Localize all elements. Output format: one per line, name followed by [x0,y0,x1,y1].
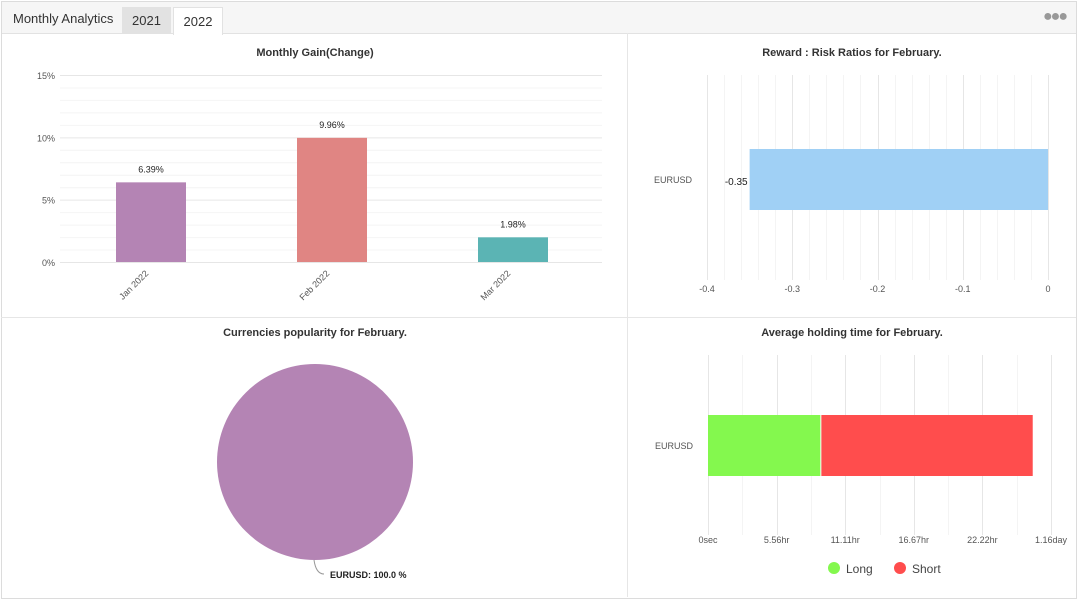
x-tick-label: 11.11hr [831,535,860,545]
x-tick-label: 16.67hr [899,535,930,545]
bar-long [708,415,821,476]
legend-label: Long [846,562,873,576]
x-tick-label: -0.3 [784,284,800,294]
x-tick-label: Jan 2022 [117,268,150,301]
x-tick-label: 22.22hr [967,535,998,545]
ellipsis-icon[interactable]: ●●● [1043,8,1068,25]
x-tick-label: -0.1 [955,284,971,294]
x-tick-label: 1.16day [1035,535,1068,545]
divider [1,317,1076,318]
legend-marker [894,562,906,574]
legend-label: Short [912,562,941,576]
data-label: 9.96% [319,120,345,130]
bar [297,137,367,262]
data-label: 1.98% [500,219,526,229]
y-tick-label: 5% [42,196,55,206]
x-tick-label: 5.56hr [764,535,790,545]
bar [478,237,548,262]
panel-title: Monthly Analytics [13,11,114,26]
y-tick-label: EURUSD [654,175,693,185]
y-tick-label: EURUSD [655,441,694,451]
x-tick-label: 0sec [698,535,718,545]
x-tick-label: -0.4 [699,284,715,294]
x-tick-label: 0 [1045,284,1050,294]
legend-marker [828,562,840,574]
tab-2022[interactable]: 2022 [173,7,223,35]
tab-2021[interactable]: 2021 [122,7,171,34]
x-tick-label: -0.2 [870,284,886,294]
divider [627,33,628,597]
data-label: 6.39% [138,164,164,174]
chart-title: Reward : Risk Ratios for February. [762,47,942,59]
x-tick-label: Feb 2022 [297,268,331,302]
x-tick-label: Mar 2022 [478,268,512,302]
data-label: -0.35 [725,177,748,188]
y-tick-label: 0% [42,258,55,268]
slice-label: EURUSD: 100.0 % [330,570,407,580]
bar [749,149,1048,210]
y-tick-label: 10% [37,133,55,143]
bar [116,182,186,262]
pie-slice [217,364,413,560]
y-tick-label: 15% [37,71,55,81]
bar-short [821,415,1033,476]
chart-title: Average holding time for February. [761,327,943,339]
panel-header: Monthly Analytics 2021 2022 ●●● [2,2,1076,35]
chart-title: Monthly Gain(Change) [256,47,374,59]
leader-line [313,559,325,575]
chart-title: Currencies popularity for February. [223,327,407,339]
